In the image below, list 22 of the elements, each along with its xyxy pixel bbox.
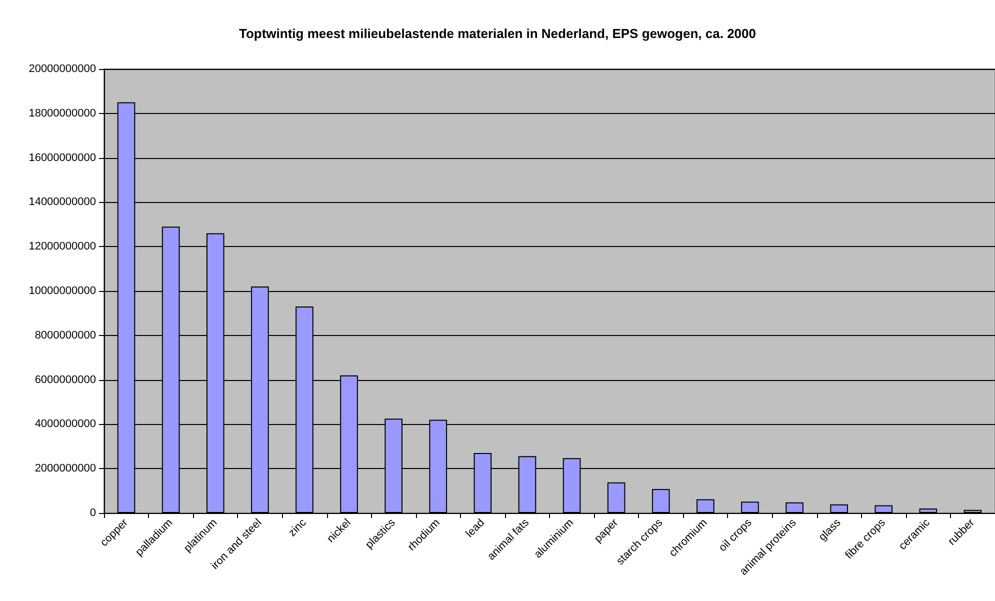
y-tick-label: 14000000000 <box>28 196 96 208</box>
y-tick-label: 12000000000 <box>28 240 96 253</box>
bar <box>964 510 982 513</box>
y-tick-label: 0 <box>90 507 96 519</box>
chart-title: Toptwintig meest milieubelastende materialen in Nederland, EPS gewogen, ca. 2000 <box>238 26 756 41</box>
bar <box>919 508 938 513</box>
bar <box>830 504 848 513</box>
y-tick-label: 18000000000 <box>28 107 96 120</box>
bar <box>696 499 714 513</box>
y-tick-label: 6000000000 <box>34 374 96 386</box>
y-tick-label: 8000000000 <box>34 329 96 342</box>
bar <box>786 502 804 513</box>
bar <box>652 489 670 513</box>
bar <box>607 482 626 513</box>
x-tick-label: zinc <box>286 516 310 540</box>
y-tick-label: 20000000000 <box>28 63 96 75</box>
y-tick-label: 10000000000 <box>28 285 96 297</box>
bar <box>741 502 759 513</box>
y-tick-label: 16000000000 <box>28 152 96 164</box>
y-tick-label: 4000000000 <box>34 418 96 430</box>
y-tick-label: 2000000000 <box>34 462 96 475</box>
bar <box>874 505 893 513</box>
